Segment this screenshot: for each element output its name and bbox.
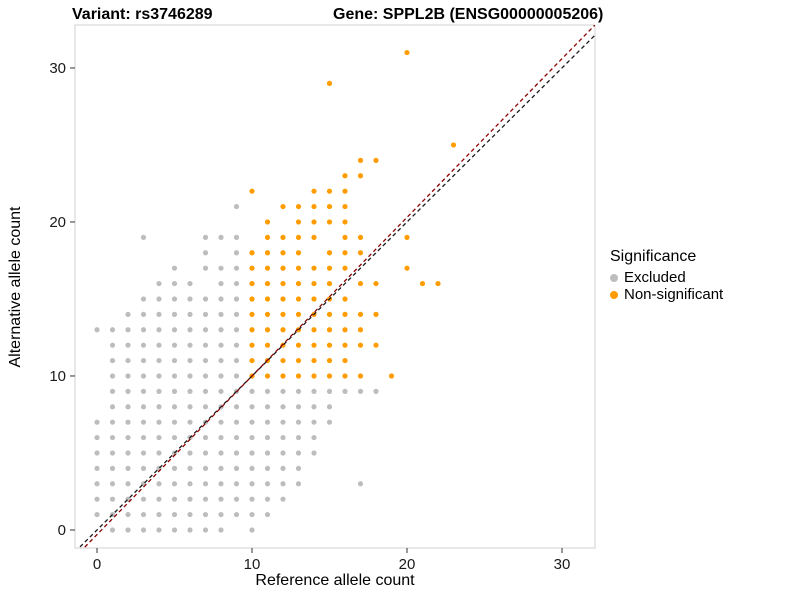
legend-item-non-significant: Non-significant: [610, 286, 723, 303]
svg-text:10: 10: [49, 368, 66, 385]
svg-text:0: 0: [93, 556, 101, 573]
legend: Significance Excluded Non-significant: [610, 248, 723, 303]
svg-text:20: 20: [49, 214, 66, 231]
legend-title: Significance: [610, 248, 697, 265]
svg-text:10: 10: [244, 556, 261, 573]
legend-item-excluded: Excluded: [610, 269, 723, 286]
plot-title-gene: Gene: SPPL2B (ENSG00000005206): [333, 6, 604, 23]
x-axis-title: Reference allele count: [255, 572, 415, 589]
svg-text:30: 30: [554, 556, 571, 573]
svg-text:30: 30: [49, 60, 66, 77]
legend-item-label: Non-significant: [624, 286, 724, 303]
legend-item-label: Excluded: [624, 269, 686, 286]
plot-title-variant: Variant: rs3746289: [72, 6, 213, 23]
non-significant-dot-icon: [610, 290, 618, 299]
svg-text:20: 20: [399, 556, 416, 573]
svg-text:0: 0: [58, 522, 66, 539]
y-axis-title: Alternative allele count: [7, 206, 24, 368]
excluded-dot-icon: [610, 273, 618, 282]
